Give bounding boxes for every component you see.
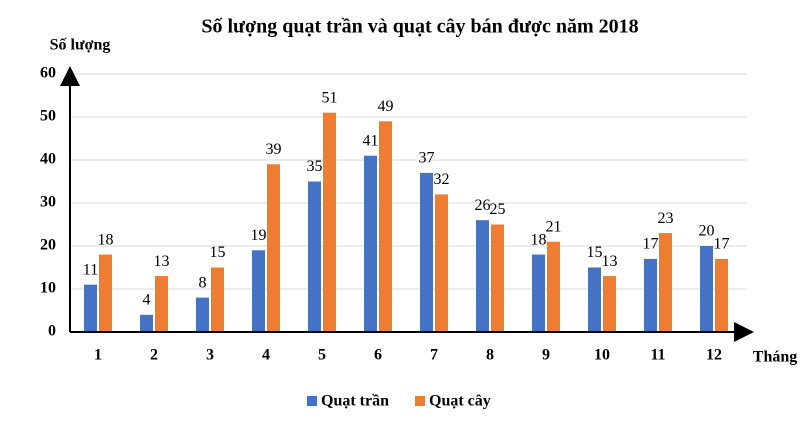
y-tick-label: 20 bbox=[40, 237, 56, 254]
x-tick-label: 3 bbox=[206, 347, 214, 364]
legend-label: Quạt trần bbox=[321, 393, 389, 410]
data-label: 18 bbox=[531, 231, 547, 248]
bar bbox=[211, 267, 224, 332]
data-label: 51 bbox=[322, 89, 338, 106]
data-label: 49 bbox=[378, 98, 394, 115]
data-label: 37 bbox=[419, 150, 435, 167]
bar bbox=[603, 276, 616, 332]
x-axis-label: Tháng bbox=[753, 349, 797, 366]
legend-swatch bbox=[415, 396, 425, 406]
data-label: 8 bbox=[199, 274, 207, 291]
x-tick-label: 6 bbox=[374, 347, 382, 364]
y-tick-label: 60 bbox=[40, 65, 56, 82]
y-axis-label: Số lượng bbox=[50, 37, 111, 54]
bar bbox=[252, 250, 265, 332]
x-tick-label: 5 bbox=[318, 347, 326, 364]
bar bbox=[267, 164, 280, 332]
y-tick-label: 10 bbox=[40, 280, 56, 297]
bar bbox=[491, 224, 504, 332]
x-tick-label: 11 bbox=[650, 347, 665, 364]
bar bbox=[140, 314, 153, 332]
data-label: 15 bbox=[210, 244, 226, 261]
grid bbox=[70, 73, 747, 333]
x-tick-label: 10 bbox=[594, 347, 610, 364]
x-tick-label: 9 bbox=[542, 347, 550, 364]
x-tick-label: 2 bbox=[150, 347, 158, 364]
bar bbox=[700, 246, 713, 332]
data-label: 13 bbox=[602, 253, 618, 270]
x-tick-label: 4 bbox=[262, 347, 270, 364]
data-label: 39 bbox=[266, 141, 282, 158]
data-label: 13 bbox=[154, 253, 170, 270]
bar bbox=[155, 276, 168, 332]
bar bbox=[532, 254, 545, 332]
bar bbox=[644, 258, 657, 332]
data-label: 20 bbox=[699, 223, 715, 240]
y-tick-label: 30 bbox=[40, 194, 56, 211]
data-label: 15 bbox=[587, 244, 603, 261]
data-label: 32 bbox=[434, 171, 450, 188]
bar bbox=[420, 172, 433, 332]
x-tick-label: 12 bbox=[706, 347, 722, 364]
bar bbox=[84, 284, 97, 332]
bar bbox=[379, 121, 392, 332]
y-tick-label: 0 bbox=[48, 323, 56, 340]
bar bbox=[659, 233, 672, 332]
bar bbox=[364, 155, 377, 332]
bar bbox=[547, 241, 560, 332]
bar bbox=[99, 254, 112, 332]
bar bbox=[588, 267, 601, 332]
data-label: 23 bbox=[658, 210, 674, 227]
data-label: 17 bbox=[643, 236, 659, 253]
x-tick-label: 8 bbox=[486, 347, 494, 364]
bar bbox=[715, 258, 728, 332]
bars bbox=[84, 112, 728, 332]
chart-title: Số lượng quạt trần và quạt cây bán được … bbox=[201, 16, 638, 38]
data-label: 4 bbox=[143, 291, 151, 308]
data-label: 11 bbox=[83, 261, 98, 278]
data-label: 17 bbox=[714, 236, 730, 253]
data-label: 41 bbox=[363, 132, 379, 149]
data-label: 19 bbox=[251, 227, 267, 244]
data-label: 35 bbox=[307, 158, 323, 175]
bar bbox=[435, 194, 448, 332]
bar bbox=[196, 297, 209, 332]
legend-swatch bbox=[307, 396, 317, 406]
bar bbox=[323, 112, 336, 332]
bar bbox=[308, 181, 321, 332]
data-label: 21 bbox=[546, 218, 562, 235]
x-tick-label: 7 bbox=[430, 347, 438, 364]
y-tick-label: 40 bbox=[40, 151, 56, 168]
data-label: 26 bbox=[475, 197, 491, 214]
bar bbox=[476, 220, 489, 332]
data-label: 25 bbox=[490, 201, 506, 218]
y-tick-label: 50 bbox=[40, 108, 56, 125]
legend-label: Quạt cây bbox=[429, 393, 491, 410]
x-tick-label: 1 bbox=[94, 347, 102, 364]
data-label: 18 bbox=[98, 231, 114, 248]
